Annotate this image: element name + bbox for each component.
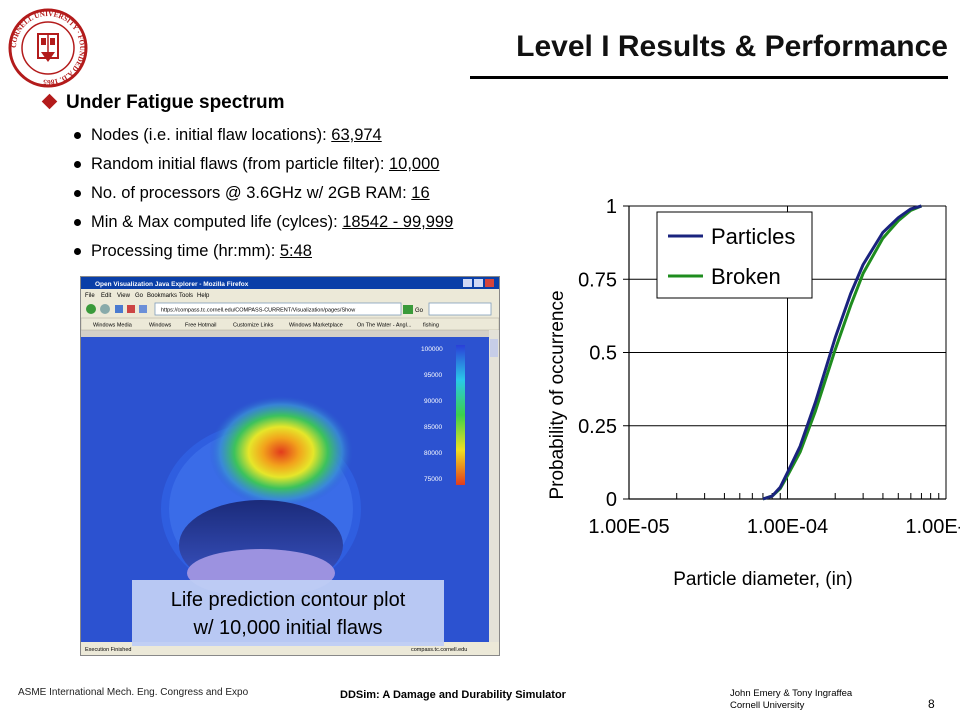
forward-icon[interactable] [100, 304, 110, 314]
legend-value: 85000 [424, 424, 442, 431]
bullet-value: 10,000 [389, 155, 440, 173]
footer-authors: John Emery & Tony Ingraffea Cornell Univ… [730, 688, 852, 712]
close-button[interactable] [485, 279, 494, 287]
legend-value: 90000 [424, 398, 442, 405]
chart-tick-labels: 0 0.25 0.5 0.75 1 1.00E-05 1.00E-04 1.00E-03 [578, 196, 960, 538]
bullet-dot-icon [74, 248, 81, 256]
diamond-bullet-icon [41, 93, 58, 110]
bullet-label: Nodes (i.e. initial flaw locations): [91, 126, 332, 144]
bullet-nodes: Nodes (i.e. initial flaw locations): 63,… [74, 126, 382, 145]
title-rule [470, 76, 948, 79]
bookmark-fishing[interactable]: fishing [423, 323, 439, 329]
go-button[interactable]: Go [415, 308, 424, 314]
status-host: compass.tc.cornell.edu [411, 647, 467, 653]
menu-view[interactable]: View [117, 293, 131, 299]
series-line-particles [762, 204, 922, 501]
bullet-label: Random initial flaws (from particle filt… [91, 155, 389, 173]
window-title: Open Visualization Java Explorer - Mozil… [95, 281, 249, 288]
x-tick-label: 1.00E-03 [905, 516, 960, 538]
bullet-random-flaws: Random initial flaws (from particle filt… [74, 155, 439, 174]
x-axis-label: Particle diameter, (in) [673, 569, 853, 590]
y-tick-label: 0.5 [589, 343, 617, 365]
caption-line: Life prediction contour plot [170, 589, 406, 611]
search-field[interactable] [428, 302, 492, 316]
bullet-value: 5:48 [279, 242, 312, 260]
x-tick-label: 1.00E-05 [588, 516, 669, 538]
menu-bar [81, 289, 499, 300]
caption-box: Life prediction contour plot w/ 10,000 i… [132, 580, 444, 646]
reload-icon[interactable] [115, 305, 123, 313]
bookmark-customize-links[interactable]: Customize Links [233, 323, 274, 329]
bookmark-free-hotmail[interactable]: Free Hotmail [185, 323, 216, 329]
section-heading: Under Fatigue spectrum [41, 92, 285, 114]
bullet-value: 18542 - 99,999 [342, 213, 454, 231]
legend-label: Broken [711, 264, 781, 289]
x-tick-label: 1.00E-04 [747, 516, 828, 538]
menu-edit[interactable]: Edit [101, 293, 112, 299]
bullet-computed-life: Min & Max computed life (cylces): 18542 … [74, 213, 453, 232]
maximize-button[interactable] [474, 279, 483, 287]
footer-conference: ASME International Mech. Eng. Congress a… [18, 687, 249, 698]
bullet-label: No. of processors @ 3.6GHz w/ 2GB RAM: [91, 184, 412, 202]
status-text: Execution Finished [85, 647, 131, 653]
chart-axes [623, 205, 946, 500]
chart-legend: Particles Broken [656, 211, 813, 299]
footer-author-names: John Emery & Tony Ingraffea [730, 688, 853, 699]
cdf-chart: 0 0.25 0.5 0.75 1 1.00E-05 1.00E-04 1.00E-03 Pa… [547, 196, 960, 590]
bookmark-windows[interactable]: Windows [149, 323, 172, 329]
vertical-scrollbar[interactable] [489, 330, 499, 642]
bullet-dot-icon [74, 190, 81, 198]
bookmark-on-the-water[interactable]: On The Water - Angl... [357, 323, 412, 329]
legend-value: 100000 [421, 346, 443, 353]
bullet-processors: No. of processors @ 3.6GHz w/ 2GB RAM: 1… [74, 184, 430, 203]
bullet-processing-time: Processing time (hr:mm): 5:48 [74, 242, 312, 261]
menu-go[interactable]: Go [135, 293, 144, 299]
bullet-value: 63,974 [331, 126, 382, 144]
y-axis-label: Probability of occurrence [547, 290, 568, 499]
bullet-value: 16 [411, 184, 430, 202]
section-heading-text: Under Fatigue spectrum [66, 92, 285, 113]
menu-help[interactable]: Help [197, 293, 210, 299]
footer-affiliation: Cornell University [730, 700, 805, 711]
caption-line: w/ 10,000 initial flaws [193, 617, 383, 639]
y-tick-label: 1 [606, 196, 617, 218]
color-legend-bar [456, 345, 465, 485]
y-tick-label: 0.75 [578, 269, 617, 291]
scrollbar-thumb[interactable] [490, 339, 498, 357]
slide-title: Level I Results & Performance [516, 30, 948, 63]
legend-box [656, 211, 813, 299]
cornell-seal: CORNELL UNIVERSITY · FOUNDED A.D. 1865 [8, 8, 88, 88]
bookmarks-bar [81, 317, 499, 331]
url-text: https://compass.tc.cornell.edu/COMPASS-C… [161, 308, 355, 314]
footer-project: DDSim: A Damage and Durability Simulator [340, 689, 566, 701]
legend-value: 95000 [424, 372, 442, 379]
legend-value: 80000 [424, 450, 442, 457]
menu-tools[interactable]: Tools [179, 293, 193, 299]
menu-file[interactable]: File [85, 293, 95, 299]
bullet-dot-icon [74, 219, 81, 227]
stop-icon[interactable] [127, 305, 135, 313]
contour-hotspot [209, 396, 353, 508]
bookmark-windows-media[interactable]: Windows Media [93, 323, 133, 329]
minimize-button[interactable] [463, 279, 472, 287]
back-icon[interactable] [86, 304, 96, 314]
legend-value: 75000 [424, 476, 442, 483]
window-titlebar [81, 277, 499, 289]
bullet-dot-icon [74, 161, 81, 169]
chart-series [762, 204, 922, 501]
y-tick-label: 0 [606, 489, 617, 511]
page-number: 8 [928, 697, 935, 711]
go-icon[interactable] [403, 305, 413, 314]
y-tick-label: 0.25 [578, 416, 617, 438]
legend-label: Particles [711, 224, 795, 249]
bullet-label: Processing time (hr:mm): [91, 242, 280, 260]
url-field[interactable] [154, 302, 402, 316]
bullet-dot-icon [74, 132, 81, 140]
bookmark-windows-marketplace[interactable]: Windows Marketplace [289, 323, 343, 329]
bullet-label: Min & Max computed life (cylces): [91, 213, 343, 231]
home-icon[interactable] [139, 305, 147, 313]
menu-bookmarks[interactable]: Bookmarks [147, 293, 177, 299]
